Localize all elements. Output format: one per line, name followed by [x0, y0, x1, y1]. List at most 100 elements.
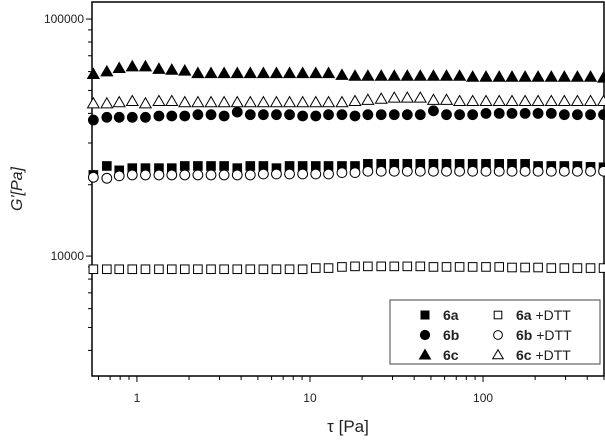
data-point — [231, 106, 243, 118]
data-point — [310, 110, 322, 122]
data-point — [349, 110, 361, 122]
data-point — [166, 110, 178, 122]
data-point — [375, 165, 387, 177]
data-point — [165, 63, 179, 75]
x-tick-label: 1 — [134, 391, 141, 405]
data-point — [140, 111, 151, 123]
series-6c-dtt — [86, 91, 605, 109]
legend-label: 6a — [443, 307, 459, 323]
data-point — [140, 169, 151, 181]
data-point — [138, 96, 153, 109]
data-point — [193, 264, 203, 275]
data-point — [533, 262, 543, 273]
data-point — [479, 94, 493, 107]
series-6a-dtt — [88, 261, 605, 275]
legend: 6a 6b 6c 6a +DTT 6b +DTT 6c +DTT — [389, 299, 601, 365]
data-point — [205, 169, 217, 181]
data-point — [179, 169, 191, 181]
data-point — [323, 168, 334, 180]
data-point — [218, 169, 230, 181]
data-point — [179, 110, 191, 122]
data-point — [545, 165, 557, 177]
data-point — [557, 70, 572, 82]
data-point — [518, 70, 532, 82]
data-point — [244, 169, 256, 181]
data-point — [361, 69, 375, 81]
data-point — [401, 165, 413, 177]
data-point — [336, 167, 348, 179]
x-tick-label: 100 — [473, 391, 493, 405]
data-point — [257, 109, 269, 121]
data-point — [114, 264, 125, 275]
legend-label: 6a +DTT — [516, 307, 571, 323]
data-point — [218, 110, 230, 122]
data-point — [426, 93, 441, 105]
x-axis-label: τ [Pa] — [327, 417, 369, 436]
data-point — [191, 95, 205, 108]
data-point — [388, 165, 400, 177]
data-point — [415, 261, 426, 272]
data-point — [350, 261, 360, 272]
data-point — [493, 107, 505, 119]
data-point — [335, 68, 349, 80]
data-point — [454, 262, 465, 272]
data-point — [205, 109, 217, 121]
data-point — [231, 169, 243, 181]
data-point — [284, 168, 295, 180]
legend-label: 6b — [443, 327, 459, 343]
data-point — [166, 264, 177, 275]
data-point — [546, 263, 557, 273]
data-point — [598, 263, 605, 273]
data-point — [467, 165, 479, 177]
data-point — [126, 169, 138, 181]
data-point — [191, 66, 205, 79]
legend-marker — [420, 310, 430, 320]
data-point — [428, 165, 439, 177]
data-point — [258, 264, 269, 275]
data-point — [244, 109, 256, 121]
data-point — [532, 107, 544, 119]
data-point — [389, 261, 400, 272]
data-point — [349, 167, 361, 179]
data-point — [217, 66, 231, 79]
data-point — [321, 95, 336, 108]
data-point — [271, 109, 282, 121]
data-point — [310, 263, 321, 273]
data-point — [192, 169, 204, 181]
data-point — [388, 109, 400, 121]
data-point — [243, 66, 257, 79]
data-point — [219, 264, 229, 275]
data-point — [454, 165, 465, 177]
data-point — [165, 94, 179, 107]
data-point — [572, 109, 583, 121]
data-point — [87, 114, 99, 126]
data-point — [596, 94, 605, 107]
data-point — [494, 262, 505, 272]
data-point — [426, 69, 441, 81]
data-point — [414, 109, 426, 121]
data-point — [585, 109, 596, 121]
data-point — [439, 69, 454, 81]
data-point — [206, 161, 216, 171]
data-point — [559, 263, 570, 273]
data-point — [467, 262, 478, 272]
data-point — [596, 71, 605, 83]
data-point — [428, 262, 439, 272]
legend-label: 6c — [443, 347, 459, 363]
data-point — [361, 93, 375, 105]
data-point — [230, 95, 244, 108]
data-point — [387, 91, 401, 103]
data-point — [570, 94, 585, 107]
data-point — [572, 165, 583, 177]
data-point — [323, 109, 334, 121]
data-point — [154, 264, 164, 275]
data-point — [336, 109, 348, 121]
data-point — [401, 109, 413, 121]
data-point — [413, 91, 427, 103]
data-point — [557, 94, 572, 107]
data-point — [505, 94, 519, 107]
data-point — [127, 264, 138, 275]
legend-marker — [491, 348, 505, 360]
data-point — [271, 264, 282, 275]
data-point — [178, 95, 192, 108]
